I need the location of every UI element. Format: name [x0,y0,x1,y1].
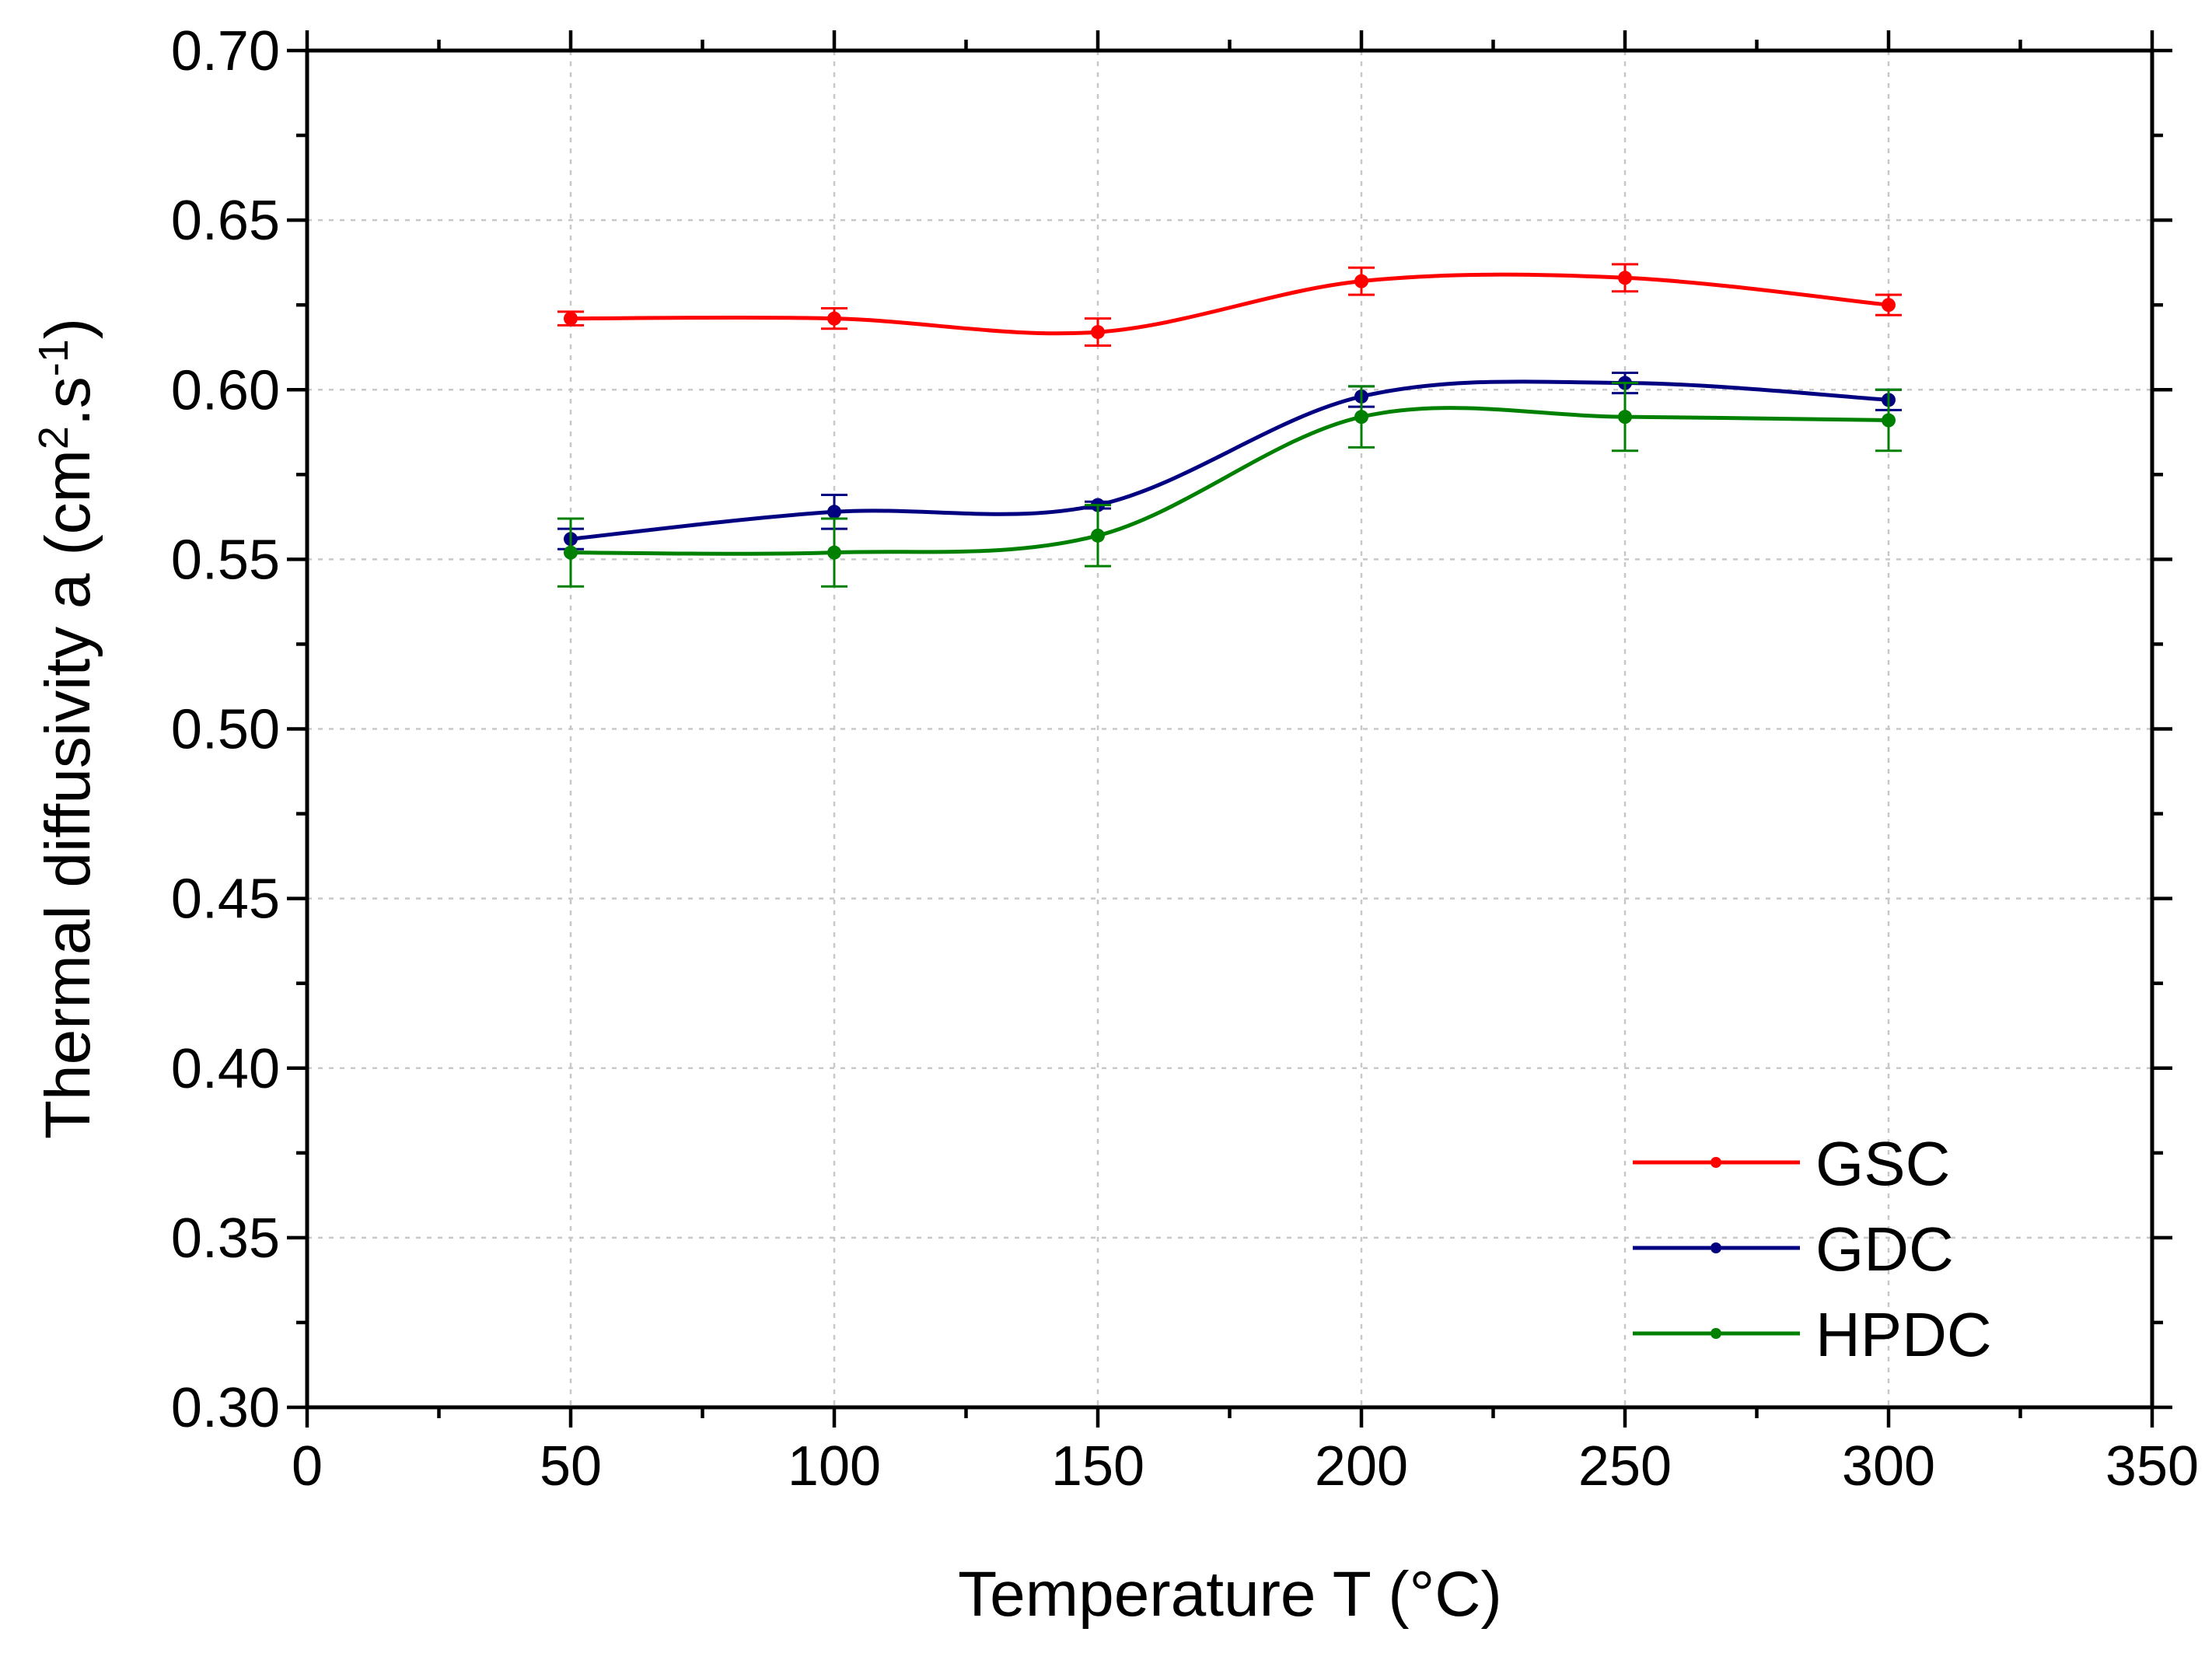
x-axis-title: Temperature T (°C) [958,1559,1502,1630]
y-axis-title-main: Thermal diffusivity a (cm [33,449,103,1139]
axis-ticks: 0 50 100 150 200 250 300 350 0.30 0.35 0.40 0.45 0.5… [171,20,2199,1497]
series-gsc [557,263,1902,348]
data-point-hpdc [1091,528,1105,543]
legend-marker-gsc [1711,1157,1721,1168]
data-point-gsc [1354,274,1368,288]
legend-label-gsc: GSC [1815,1129,1950,1198]
x-tick-label: 300 [1842,1435,1935,1497]
x-tick-label: 50 [540,1435,602,1497]
x-tick-label: 350 [2105,1435,2199,1497]
y-tick-label: 0.40 [171,1038,280,1100]
y-axis-title-mid: .s [33,376,103,426]
legend-label-gdc: GDC [1815,1214,1954,1284]
legend-item-gdc: GDC [1633,1214,1954,1284]
legend-label-hpdc: HPDC [1815,1300,1992,1369]
series-line-gsc [570,272,1889,336]
data-point-gdc [827,505,841,519]
series-gdc [557,371,1902,550]
data-point-hpdc [1882,413,1896,428]
y-tick-label: 0.70 [171,20,280,82]
x-tick-label: 100 [788,1435,881,1497]
data-point-gsc [1882,298,1896,313]
grid-lines [307,51,2152,1407]
data-point-hpdc [1354,410,1368,425]
data-point-hpdc [564,545,578,560]
x-tick-label: 150 [1051,1435,1144,1497]
data-point-gsc [1091,325,1105,340]
y-axis-title: Thermal diffusivity a (cm2.s-1) [30,318,103,1139]
y-tick-label: 0.50 [171,699,280,761]
data-point-hpdc [1618,410,1632,425]
legend-marker-gdc [1711,1242,1721,1253]
plot-series [557,263,1902,588]
legend-item-hpdc: HPDC [1633,1300,1992,1369]
x-tick-label: 0 [292,1435,323,1497]
data-point-gsc [1618,271,1632,285]
data-point-gsc [827,311,841,326]
y-tick-label: 0.55 [171,529,280,591]
y-axis-title-sup1: 2 [30,426,77,449]
y-tick-label: 0.60 [171,359,280,421]
legend-item-gsc: GSC [1633,1129,1950,1198]
data-point-gsc [564,311,578,326]
series-line-gdc [570,379,1889,541]
y-tick-label: 0.45 [171,868,280,931]
legend: GSC GDC HPDC [1633,1129,1992,1369]
y-axis-title-end: ) [33,318,103,339]
legend-marker-hpdc [1711,1328,1721,1339]
y-axis-title-sup2: -1 [30,339,77,376]
y-tick-label: 0.65 [171,190,280,252]
y-tick-label: 0.35 [171,1207,280,1270]
series-line-hpdc [570,406,1889,556]
y-tick-label: 0.30 [171,1377,280,1439]
data-point-hpdc [827,545,841,560]
x-tick-label: 200 [1315,1435,1408,1497]
x-tick-label: 250 [1578,1435,1672,1497]
series-hpdc [557,382,1902,588]
